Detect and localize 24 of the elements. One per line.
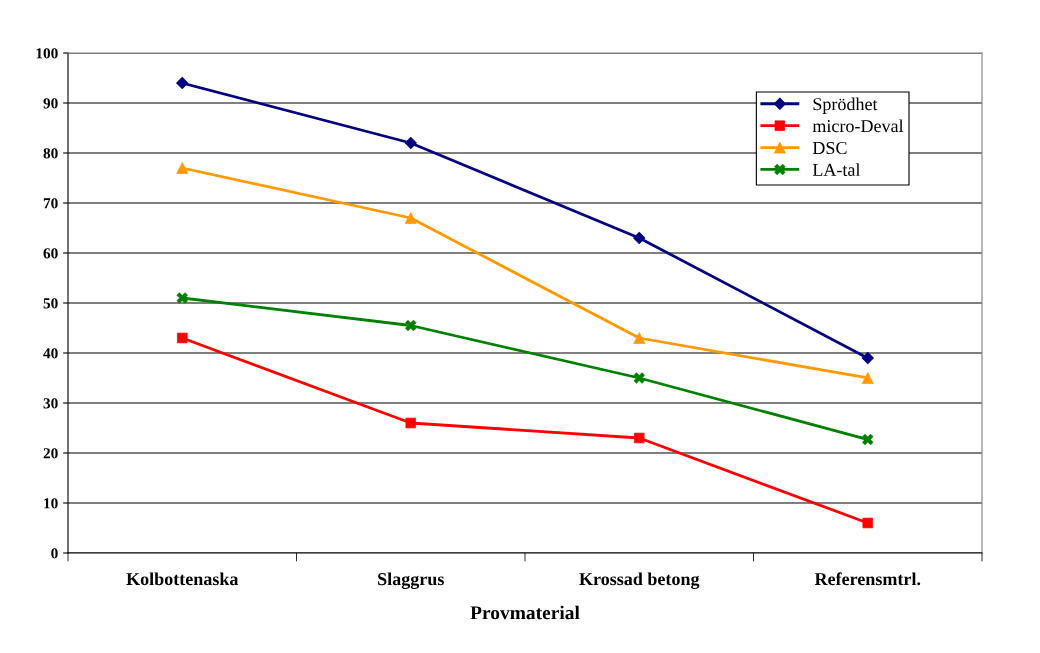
y-tick-label: 100 (36, 48, 58, 59)
point (634, 432, 645, 444)
x-tick-label: Kolbottenaska (126, 572, 239, 586)
legend-label: Sprödhet (813, 97, 878, 114)
y-tick-label: 10 (44, 498, 58, 509)
point (862, 517, 873, 529)
y-tick-label: 60 (43, 248, 58, 259)
x-axis-title: Provmaterial (470, 605, 580, 620)
y-tick-label: 20 (43, 448, 58, 459)
x-tick-label: Referensmtrl. (814, 572, 921, 586)
x-tick-label: Krossad betong (579, 572, 700, 589)
x-tick-label: Slaggrus (378, 572, 444, 589)
y-tick-label: 0 (51, 548, 58, 559)
y-tick-label: 30 (43, 398, 58, 409)
y-tick-label: 70 (43, 198, 58, 209)
legend-label: LA-tal (812, 163, 861, 176)
y-tick-label: 80 (43, 148, 58, 159)
y-tick-label: 90 (43, 98, 58, 109)
point (177, 332, 188, 344)
y-tick-label: 40 (43, 348, 58, 359)
legend-label: DSC (812, 141, 847, 155)
point (405, 417, 416, 429)
legend-label: micro-Deval (812, 119, 904, 133)
y-tick-label: 50 (43, 298, 58, 309)
